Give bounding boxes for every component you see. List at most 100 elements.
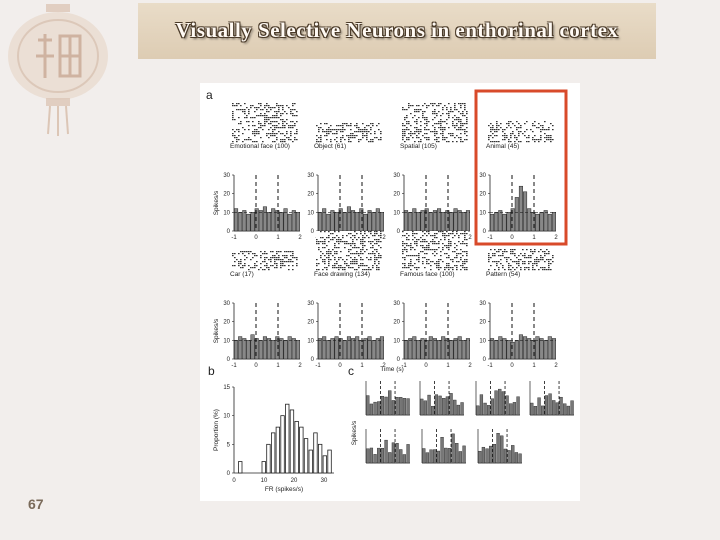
slide-title: Visually Selective Neurons in enthorinal… (175, 18, 619, 42)
bar-4-0 (234, 340, 239, 360)
c-bar-5-10 (458, 451, 463, 464)
c-bar-5-9 (455, 443, 459, 464)
c-bar-0-2 (373, 401, 377, 416)
y-tick-label-2-2: 20 (393, 192, 400, 198)
x-tick-label-0-3: 2 (298, 235, 302, 241)
c-bar-6-10 (514, 452, 519, 464)
bar-3-9 (527, 208, 532, 232)
x-axis-label-a: Time (s) (380, 366, 404, 373)
bar-4-13 (287, 336, 292, 360)
bar-3-2 (498, 210, 503, 232)
bar-1-5 (338, 208, 343, 232)
c-bar-6-11 (518, 453, 522, 464)
c-bar-3-6 (552, 400, 556, 416)
c-bar-1-7 (445, 396, 450, 416)
y-tick-label-5-2: 20 (307, 320, 314, 326)
bar-5-10 (359, 340, 364, 360)
bar-5-15 (379, 336, 384, 360)
x-tick-label-3-2: 1 (532, 235, 536, 241)
y-tick-label-4-2: 20 (223, 320, 230, 326)
c-bar-5-6 (444, 447, 448, 464)
category-label-6: Famous face (100) (400, 271, 455, 278)
bar-0-9 (271, 208, 276, 232)
bar-0-6 (258, 210, 263, 232)
y-axis-label-0: Spikes/s (213, 190, 220, 215)
b-bar-9 (280, 415, 285, 474)
x-tick-label-7-2: 1 (532, 363, 536, 369)
bar-7-14 (547, 336, 552, 360)
x-tick-label-4-1: 0 (254, 363, 258, 369)
y-tick-label-3-2: 20 (479, 192, 486, 198)
b-bar-7 (271, 432, 276, 474)
c-bar-5-7 (447, 448, 452, 464)
bar-5-8 (351, 338, 356, 360)
category-label-1: Object (61) (314, 143, 346, 150)
c-bar-6-3 (489, 445, 493, 464)
bar-7-4 (506, 340, 511, 360)
y-tick-label-0-2: 20 (223, 192, 230, 198)
y-tick-label-4-3: 30 (223, 301, 230, 307)
y-tick-label-6-2: 20 (393, 320, 400, 326)
b-y-axis-label: Proportion (%) (213, 409, 220, 451)
bar-4-7 (262, 336, 267, 360)
bar-6-3 (416, 340, 421, 360)
c-bar-2-6 (498, 388, 502, 416)
bar-3-8 (523, 191, 528, 232)
c-bar-3-1 (533, 406, 538, 416)
bar-4-5 (254, 338, 259, 360)
c-bar-1-4 (434, 394, 439, 416)
y-tick-label-2-1: 10 (393, 210, 400, 216)
c-bar-4-8 (395, 443, 399, 464)
bar-2-13 (457, 210, 462, 232)
y-tick-label-6-1: 10 (393, 338, 400, 344)
bar-4-12 (283, 340, 288, 360)
b-bar-13 (299, 426, 304, 474)
b-bar-19 (327, 449, 332, 474)
c-bar-3-7 (555, 402, 560, 416)
b-bar-0 (238, 461, 243, 474)
bar-1-6 (342, 212, 347, 232)
y-tick-label-1-2: 20 (307, 192, 314, 198)
bar-3-6 (514, 197, 519, 232)
bar-5-14 (375, 338, 380, 360)
bar-2-1 (408, 212, 413, 232)
bar-2-2 (412, 208, 417, 232)
bar-6-13 (457, 336, 462, 360)
y-tick-label-5-3: 30 (307, 301, 314, 307)
c-bar-2-0 (476, 405, 480, 416)
c-bar-3-5 (548, 393, 552, 416)
y-tick-label-6-3: 30 (393, 301, 400, 307)
c-bar-4-4 (380, 447, 385, 464)
bar-0-8 (267, 212, 272, 232)
bar-5-9 (355, 336, 360, 360)
raster-5 (316, 231, 382, 271)
bar-3-13 (543, 210, 548, 232)
c-bar-2-8 (505, 395, 509, 416)
bar-7-1 (494, 340, 499, 360)
bar-6-12 (453, 338, 458, 360)
c-bar-3-2 (537, 397, 541, 416)
x-tick-label-1-3: 2 (382, 235, 386, 241)
bar-7-15 (551, 338, 556, 360)
bar-4-14 (291, 338, 296, 360)
c-bar-3-3 (541, 405, 545, 416)
b-bar-10 (285, 403, 290, 474)
y-tick-label-5-0: 0 (311, 357, 315, 363)
c-bar-4-2 (373, 454, 377, 464)
bar-1-8 (351, 210, 356, 232)
bar-2-15 (465, 210, 470, 232)
c-bar-1-11 (460, 402, 464, 416)
c-bar-6-6 (500, 435, 504, 464)
bar-1-10 (359, 208, 364, 232)
raster-0 (232, 103, 298, 143)
category-label-2: Spatial (105) (400, 143, 437, 150)
c-bar-2-5 (494, 390, 498, 416)
b-bar-16 (313, 432, 318, 474)
c-bar-6-2 (485, 448, 489, 464)
bar-4-3 (246, 340, 251, 360)
bar-5-0 (318, 338, 323, 360)
bar-3-0 (490, 213, 495, 232)
raster-1 (316, 123, 382, 143)
b-bar-18 (322, 455, 327, 474)
y-tick-label-2-3: 30 (393, 173, 400, 179)
